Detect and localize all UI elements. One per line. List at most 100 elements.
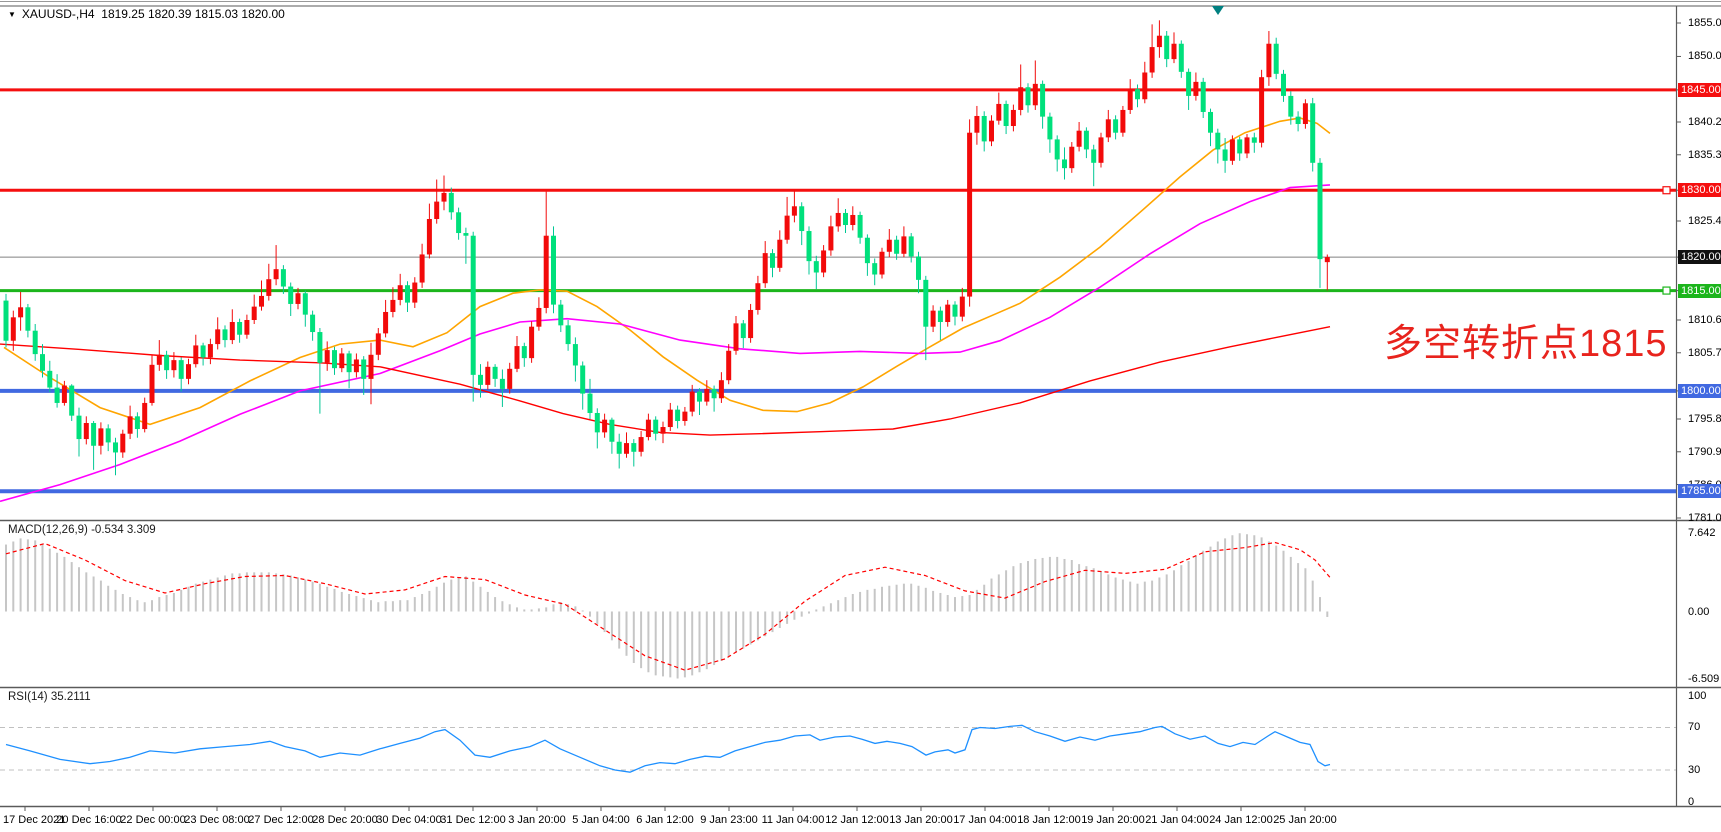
candle-body: [843, 212, 848, 226]
candle-body: [397, 285, 403, 300]
candle-body: [689, 391, 695, 412]
candle-body: [178, 360, 184, 379]
hline-handle[interactable]: [1662, 286, 1671, 295]
candle-body: [594, 412, 600, 433]
candle-body: [565, 325, 571, 345]
candle-body: [908, 236, 914, 257]
candle-body: [200, 345, 206, 358]
candle-body: [105, 428, 111, 443]
candle-body: [718, 380, 724, 399]
candle-body: [974, 115, 980, 133]
candle-body: [726, 350, 732, 381]
collapse-arrow-icon[interactable]: ▼: [8, 10, 16, 19]
candle-body: [1295, 116, 1301, 125]
candle-body: [660, 427, 666, 434]
candle-body: [616, 441, 622, 454]
candle-body: [558, 304, 564, 326]
candle-body: [1010, 109, 1016, 127]
date-label: 22 Dec 00:00: [120, 814, 186, 826]
candle-body: [91, 423, 97, 446]
candle-body: [1047, 116, 1053, 140]
candle-body: [631, 443, 637, 452]
candle-body: [748, 309, 754, 339]
candle-body: [959, 296, 965, 317]
candle-body: [624, 443, 629, 454]
candle-body: [770, 253, 775, 268]
candle-body: [186, 364, 191, 379]
date-label: 27 Dec 12:00: [248, 814, 314, 826]
macd-name: MACD(12,26,9): [8, 524, 88, 536]
price-badge-1785.00: 1785.00: [1678, 484, 1721, 499]
candle-body: [529, 326, 535, 359]
ma-orange-line: [3, 117, 1331, 426]
candle-body: [1222, 149, 1228, 161]
candle-body: [353, 359, 359, 373]
price-tick-label: 1840.20: [1688, 116, 1721, 128]
candle-body: [514, 346, 520, 369]
rsi-axis-label: 30: [1688, 764, 1701, 777]
macd-indicator-label: MACD(12,26,9) -0.534 3.309: [8, 524, 156, 536]
macd-signal-line: [5, 541, 1331, 671]
candle-body: [806, 231, 812, 262]
candle-body: [426, 218, 432, 255]
candle-body: [1200, 81, 1206, 112]
candle-body: [1310, 103, 1316, 163]
candle-body: [40, 354, 45, 371]
candle-body: [149, 364, 155, 403]
candle-body: [1244, 137, 1250, 154]
candle-body: [273, 269, 279, 280]
symbol-period-label: XAUUSD-,H4: [21, 7, 95, 21]
candle-body: [1120, 109, 1126, 133]
candle-body: [346, 353, 352, 373]
price-tick-label: 1855.00: [1688, 17, 1721, 29]
rsi-indicator-label: RSI(14) 35.2111: [8, 691, 91, 703]
candle-body: [551, 235, 556, 305]
date-label: 17 Jan 04:00: [953, 814, 1017, 826]
hline-handle[interactable]: [1662, 186, 1671, 195]
chart-shift-marker-icon[interactable]: [1212, 6, 1224, 15]
candle-body: [244, 320, 250, 335]
candle-body: [76, 415, 82, 440]
candle-body: [952, 304, 958, 317]
candle-body: [572, 344, 578, 366]
candle-body: [47, 370, 53, 388]
candle-body: [383, 311, 389, 334]
candle-body: [1251, 137, 1257, 143]
candle-body: [733, 323, 739, 351]
annotation-text[interactable]: 多空转折点1815: [1384, 323, 1668, 365]
candle-body: [1273, 43, 1279, 74]
candle-body: [113, 442, 118, 453]
candle-body: [441, 192, 447, 202]
candle-body: [996, 103, 1002, 121]
candle-body: [682, 411, 688, 422]
candle-body: [215, 329, 221, 345]
date-label: 9 Jan 23:00: [700, 814, 758, 826]
main-price-pane[interactable]: [0, 20, 1676, 503]
rsi-pane[interactable]: [0, 724, 1676, 773]
candle-body: [1135, 89, 1140, 100]
date-label: 21 Jan 04:00: [1145, 814, 1209, 826]
candle-body: [1237, 139, 1243, 154]
candle-body: [1142, 72, 1148, 100]
candle-body: [916, 256, 921, 280]
candle-body: [1113, 119, 1119, 133]
date-label: 19 Jan 20:00: [1081, 814, 1145, 826]
price-tick-label: 1805.70: [1688, 346, 1721, 359]
candle-body: [872, 263, 878, 275]
candle-body: [448, 192, 454, 213]
candle-body: [492, 366, 498, 379]
candle-body: [207, 344, 213, 358]
macd-pane[interactable]: [5, 533, 1331, 679]
candle-body: [923, 279, 929, 327]
candle-body: [894, 239, 900, 254]
price-badge-1800.00: 1800.00: [1678, 383, 1721, 398]
candle-body: [463, 233, 469, 236]
macd-axis-label: -6.509: [1688, 672, 1720, 685]
candle-body: [675, 409, 681, 422]
date-label: 24 Jan 12:00: [1209, 814, 1273, 826]
candle-body: [989, 120, 994, 142]
candle-body: [857, 214, 863, 238]
candle-body: [375, 333, 381, 355]
date-label: 5 Jan 04:00: [572, 814, 630, 826]
